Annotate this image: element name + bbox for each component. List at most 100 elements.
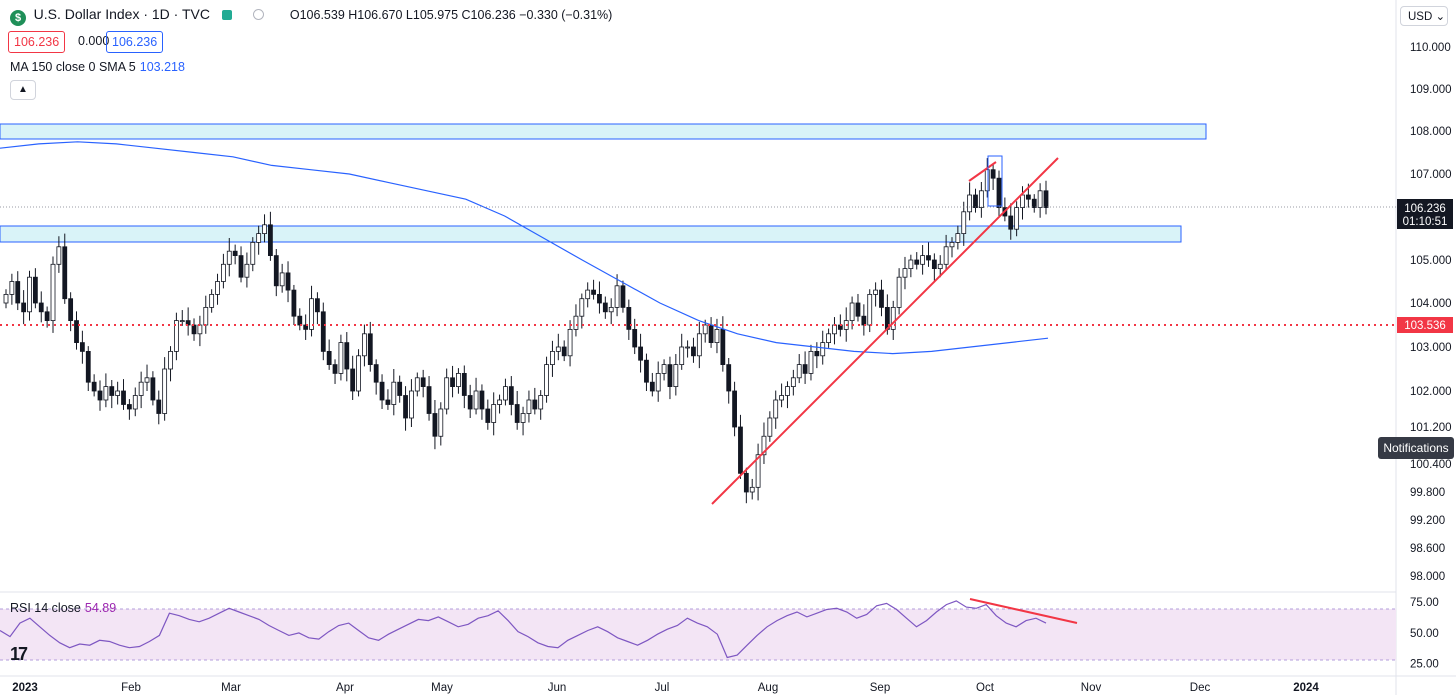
- chevron-down-icon: ⌄: [1435, 11, 1446, 23]
- candle: [185, 307, 191, 336]
- candle: [132, 387, 138, 417]
- time-tick-label: Aug: [758, 682, 778, 694]
- candle: [403, 386, 408, 431]
- candle: [438, 402, 444, 446]
- dollar-icon: $: [10, 10, 26, 26]
- candle: [150, 371, 156, 406]
- candle: [943, 234, 949, 270]
- time-tick-label: Jun: [548, 682, 567, 694]
- candle: [726, 358, 732, 404]
- rsi-line: [0, 600, 1047, 659]
- price-tick-label: 104.000: [1410, 298, 1452, 310]
- spread-value: 0.000: [78, 34, 110, 48]
- candle: [832, 317, 837, 345]
- candle: [685, 340, 690, 358]
- buy-button[interactable]: 106.236: [106, 31, 164, 53]
- candle: [1008, 203, 1014, 240]
- candle: [450, 365, 455, 398]
- candle: [714, 318, 720, 354]
- currency-button[interactable]: USD ⌄: [1400, 6, 1448, 26]
- ma-legend[interactable]: MA 150 close 0 SMA 5 103.218: [10, 60, 185, 74]
- candle: [708, 317, 714, 348]
- candle: [385, 389, 391, 410]
- candle: [103, 373, 109, 408]
- candle: [743, 467, 749, 504]
- candle: [44, 306, 50, 328]
- price-tick-label: 107.000: [1410, 169, 1452, 181]
- notifications-button[interactable]: Notifications: [1378, 437, 1454, 459]
- candle: [1037, 183, 1043, 218]
- top-trend-line[interactable]: [968, 161, 997, 182]
- candle: [414, 372, 420, 397]
- tradingview-logo-icon[interactable]: 17: [10, 644, 28, 664]
- resistance-zone[interactable]: [0, 123, 1207, 140]
- candle: [268, 211, 273, 261]
- candle: [532, 387, 538, 415]
- candle: [262, 214, 267, 243]
- status-dot-icon: [253, 9, 265, 20]
- candle: [21, 290, 27, 325]
- candle: [156, 390, 162, 425]
- price-tick-label: 98.000: [1410, 571, 1445, 583]
- candle: [802, 351, 808, 384]
- candle: [121, 379, 126, 410]
- candle: [879, 279, 884, 317]
- candle: [538, 390, 544, 420]
- price-tick-label: 102.000: [1410, 386, 1452, 398]
- candle: [749, 478, 755, 500]
- candle: [215, 273, 220, 305]
- candle: [908, 254, 914, 278]
- candle: [444, 368, 450, 415]
- candle: [479, 384, 485, 420]
- candle: [514, 391, 520, 430]
- candle: [497, 394, 502, 414]
- candle: [702, 319, 708, 343]
- candle: [738, 414, 743, 479]
- candle: [1020, 186, 1025, 220]
- candle: [391, 369, 397, 416]
- candle: [931, 253, 937, 281]
- candle: [526, 390, 532, 423]
- candles: [3, 158, 1049, 504]
- rsi-divergence-line[interactable]: [969, 598, 1078, 624]
- time-tick-label: Oct: [976, 682, 995, 694]
- candle: [115, 381, 121, 405]
- candle: [179, 310, 185, 326]
- candle: [550, 340, 555, 377]
- candle: [126, 399, 132, 420]
- candle: [232, 244, 238, 265]
- candle: [779, 383, 784, 408]
- ohlc-values: O106.539 H106.670 L105.975 C106.236 −0.3…: [289, 8, 613, 22]
- price-tick-label: 108.000: [1410, 126, 1452, 138]
- candle: [420, 369, 426, 398]
- candle: [273, 249, 279, 297]
- sell-button[interactable]: 106.236: [8, 31, 66, 53]
- candle: [896, 268, 902, 315]
- candle: [914, 252, 920, 270]
- support-zone[interactable]: [0, 225, 1182, 243]
- candle: [74, 311, 79, 350]
- candle: [256, 225, 262, 255]
- candle: [849, 296, 855, 330]
- candle: [620, 280, 626, 313]
- symbol-legend[interactable]: $ U.S. Dollar Index · 1D · TVC O106.539 …: [10, 6, 612, 26]
- rsi-tick-label: 25.00: [1410, 659, 1439, 671]
- candle: [679, 333, 685, 370]
- collapse-legend-button[interactable]: ▲: [10, 80, 36, 100]
- candle: [9, 273, 15, 305]
- uptrend-line[interactable]: [711, 157, 1059, 505]
- time-tick-label: 2024: [1293, 682, 1319, 694]
- top-box[interactable]: [987, 155, 1003, 207]
- candle: [209, 289, 215, 313]
- symbol-title[interactable]: U.S. Dollar Index · 1D · TVC: [33, 6, 210, 22]
- candle: [362, 324, 367, 367]
- candle: [691, 337, 696, 363]
- candle: [315, 292, 320, 325]
- candle: [191, 318, 197, 341]
- time-axis[interactable]: 2023 Feb Mar Apr May Jun Jul Aug Sep Oct Nov Dec 202…: [12, 682, 1319, 694]
- price-axis[interactable]: 110.000109.000108.000107.000106.000105.0…: [1410, 42, 1452, 583]
- candle: [873, 282, 879, 307]
- candle: [1043, 180, 1049, 215]
- rsi-legend[interactable]: RSI 14 close 54.89: [10, 601, 116, 615]
